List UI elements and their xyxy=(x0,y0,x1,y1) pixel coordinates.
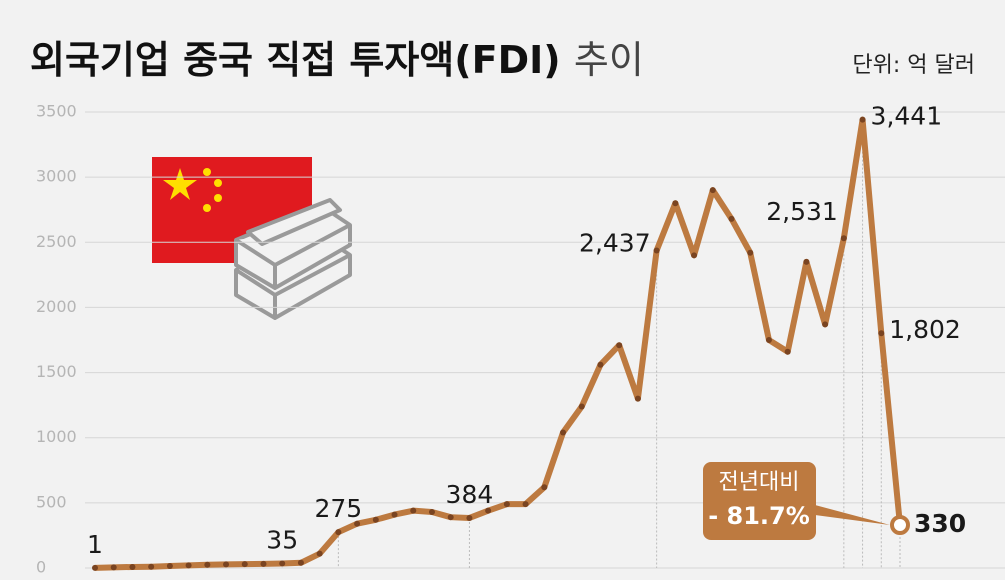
annotation-pointer xyxy=(815,505,890,526)
y-tick-label: 500 xyxy=(36,492,67,511)
point xyxy=(878,330,885,337)
point xyxy=(578,403,585,410)
point xyxy=(653,247,660,254)
data-label: 1,802 xyxy=(889,315,961,344)
point xyxy=(372,516,379,523)
point xyxy=(709,187,716,194)
y-tick-label: 0 xyxy=(36,558,46,577)
point xyxy=(148,563,155,570)
point xyxy=(223,561,230,568)
point xyxy=(92,564,98,571)
flag-illustration xyxy=(152,157,312,263)
point xyxy=(691,252,698,259)
point xyxy=(447,514,454,521)
point xyxy=(541,484,548,491)
y-tick-label: 2500 xyxy=(36,232,77,251)
point xyxy=(185,562,192,569)
data-label: 3,441 xyxy=(871,102,943,131)
y-tick-label: 3500 xyxy=(36,102,77,121)
point xyxy=(765,337,772,343)
money-illustration xyxy=(234,198,352,320)
point xyxy=(859,116,866,123)
point xyxy=(391,511,398,518)
point xyxy=(279,560,286,567)
point xyxy=(747,249,754,256)
point xyxy=(803,258,810,265)
point xyxy=(522,501,529,508)
data-label: 384 xyxy=(446,480,494,509)
point xyxy=(485,507,492,514)
point xyxy=(316,550,323,557)
data-label: 330 xyxy=(914,509,966,538)
point xyxy=(354,520,361,527)
point xyxy=(616,342,623,349)
point xyxy=(784,348,791,355)
point xyxy=(840,235,847,242)
point xyxy=(129,563,136,570)
point xyxy=(297,559,304,566)
chart-title: 외국기업 중국 직접 투자액(FDI) 추이 xyxy=(30,38,644,82)
y-tick-label: 1000 xyxy=(36,427,77,446)
point xyxy=(166,563,173,570)
data-label: 2,531 xyxy=(766,197,838,226)
point xyxy=(672,200,679,207)
point xyxy=(335,529,342,536)
point xyxy=(410,507,417,514)
point xyxy=(560,429,567,436)
annotation-box xyxy=(703,462,816,540)
point xyxy=(110,564,117,571)
annotation-text: - 81.7% xyxy=(708,502,810,530)
series-line xyxy=(94,116,903,571)
annotation-text: 전년대비 xyxy=(719,470,800,495)
point xyxy=(503,501,510,508)
y-tick-label: 1500 xyxy=(36,362,77,381)
point xyxy=(634,395,641,402)
data-label: 275 xyxy=(315,494,363,523)
y-tick-label: 3000 xyxy=(36,167,77,186)
last-point xyxy=(890,515,910,536)
data-label: 35 xyxy=(266,525,298,554)
y-tick-label: 2000 xyxy=(36,297,77,316)
point xyxy=(428,508,435,515)
point xyxy=(597,361,604,368)
point xyxy=(466,514,473,521)
point xyxy=(260,560,267,567)
point xyxy=(822,321,829,328)
unit-label: 단위: 억 달러 xyxy=(852,53,975,78)
point xyxy=(204,561,211,568)
data-label: 1 xyxy=(87,530,103,559)
data-label: 2,437 xyxy=(579,228,651,257)
point xyxy=(728,215,735,222)
point xyxy=(241,561,248,568)
